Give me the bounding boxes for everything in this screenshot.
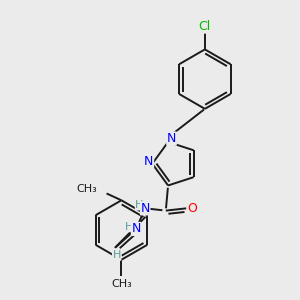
Text: N: N	[131, 222, 141, 236]
Text: N: N	[140, 202, 150, 215]
Text: N: N	[144, 155, 154, 168]
Text: CH₃: CH₃	[111, 279, 132, 289]
Text: N: N	[167, 132, 176, 145]
Text: CH₃: CH₃	[77, 184, 98, 194]
Text: Cl: Cl	[199, 20, 211, 33]
Text: H: H	[125, 222, 134, 232]
Text: O: O	[187, 202, 197, 215]
Text: H: H	[112, 250, 121, 260]
Text: H: H	[135, 200, 144, 210]
